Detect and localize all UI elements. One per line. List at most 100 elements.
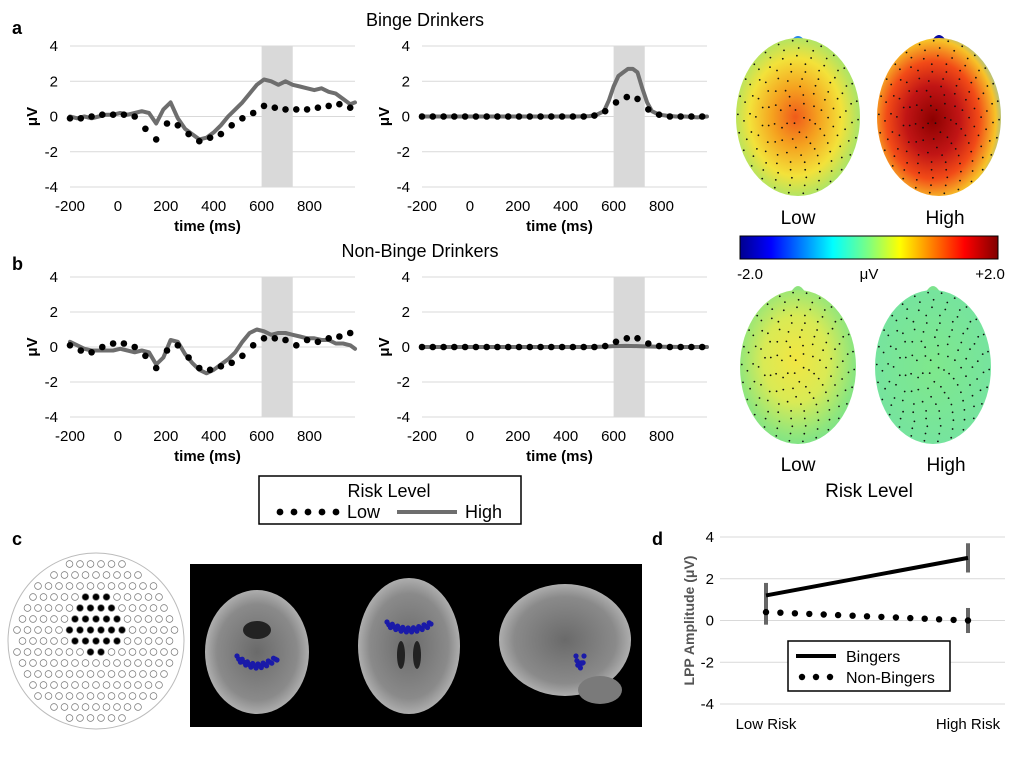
series-dot-nonbingers xyxy=(907,614,914,622)
electrode-dot xyxy=(801,329,803,331)
data-point-low xyxy=(185,130,192,138)
electrode-dot xyxy=(893,155,896,158)
panel-label-a: a xyxy=(12,18,23,38)
electrode-dot xyxy=(827,332,830,335)
electrode-dot xyxy=(785,340,788,343)
electrode-dot xyxy=(960,170,962,173)
electrode-dot xyxy=(971,170,974,172)
series-dot-nonbingers xyxy=(921,615,928,622)
electrode-dot xyxy=(839,145,842,148)
electrode-dot xyxy=(902,410,904,413)
electrode-dot xyxy=(960,127,963,130)
x-axis-label: time (ms) xyxy=(174,218,241,235)
x-tick-label: -200 xyxy=(55,428,85,445)
data-point-low xyxy=(142,125,149,133)
electrode-dot xyxy=(962,332,965,335)
electrode-dot xyxy=(782,309,785,312)
y-tick-label: 4 xyxy=(50,269,58,286)
scalp-map xyxy=(877,38,1001,196)
scalp-map xyxy=(736,38,860,196)
electrode-dot xyxy=(845,85,848,87)
electrode-dot xyxy=(955,122,958,125)
electrode-dot xyxy=(841,378,843,380)
electrode-dot xyxy=(977,134,980,137)
electrode xyxy=(97,560,105,568)
data-point-low xyxy=(163,347,171,354)
electrode-dot xyxy=(965,306,968,308)
electrode-dot xyxy=(758,397,761,399)
y-tick-label: -2 xyxy=(397,374,410,391)
electrode xyxy=(144,681,153,689)
electrode xyxy=(170,648,179,656)
electrode-dot xyxy=(804,63,807,66)
electrode-dot xyxy=(973,343,976,345)
electrode-dot xyxy=(991,102,993,105)
electrode xyxy=(149,582,158,590)
electrode xyxy=(76,648,84,656)
data-point-low xyxy=(440,343,447,351)
electrode-dot xyxy=(943,94,946,96)
electrode-dot xyxy=(789,432,792,435)
x-tick-label: 200 xyxy=(505,428,530,445)
electrode-dot xyxy=(992,82,995,85)
electrode-dot xyxy=(753,63,756,66)
electrode xyxy=(123,681,132,689)
electrode-dot xyxy=(969,348,971,351)
electrode-dot xyxy=(791,176,793,179)
electrode-dot xyxy=(850,102,852,105)
electrode-dot xyxy=(888,380,891,383)
data-point-low xyxy=(217,363,225,370)
electrode-dot xyxy=(830,357,833,360)
electrode-dot xyxy=(901,303,904,306)
series-dot-nonbingers xyxy=(791,610,799,617)
panel-label-c: c xyxy=(12,529,22,549)
electrode xyxy=(23,648,32,656)
data-point-low xyxy=(185,354,192,361)
electrode xyxy=(134,659,142,667)
electrode-dot xyxy=(836,134,839,137)
data-point-low xyxy=(623,93,631,101)
legend-dot xyxy=(798,673,806,681)
electrode-dot xyxy=(953,297,956,299)
x-axis-label: time (ms) xyxy=(174,448,241,465)
electrode-dot xyxy=(750,131,753,133)
electrode-selected xyxy=(86,604,95,612)
legend-dot xyxy=(826,673,834,681)
electrode xyxy=(13,648,21,656)
electrode-dot xyxy=(816,154,819,157)
electrode-dot xyxy=(773,123,776,125)
electrode-dot xyxy=(958,78,961,80)
electrode-dot xyxy=(980,145,983,148)
electrode-dot xyxy=(813,372,815,375)
electrode-dot xyxy=(743,120,745,122)
x-tick-label: 400 xyxy=(201,428,226,445)
electrode-dot xyxy=(925,410,927,412)
electrode xyxy=(65,692,74,700)
brain-slice xyxy=(499,584,631,696)
electrode xyxy=(107,648,116,656)
electrode-dot xyxy=(992,121,994,124)
data-point-low xyxy=(66,115,74,122)
data-point-low xyxy=(601,342,609,350)
electrode-dot xyxy=(742,149,745,152)
electrode-dot xyxy=(791,138,794,140)
electrode-selected xyxy=(118,626,126,634)
series-line-high xyxy=(68,327,357,376)
electrode-dot xyxy=(796,54,798,57)
electrode-dot xyxy=(887,334,890,337)
electrode-dot xyxy=(765,162,767,164)
electrode-dot xyxy=(965,375,967,378)
electrode-dot xyxy=(781,139,784,142)
data-point-low xyxy=(580,343,587,351)
electrode-dot xyxy=(960,366,962,369)
electrode-dot xyxy=(899,79,902,81)
electrode xyxy=(50,615,58,623)
electrode xyxy=(160,626,168,634)
data-point-low xyxy=(688,113,695,120)
electrode-selected xyxy=(107,604,116,612)
legend-bingers-label: Bingers xyxy=(846,649,900,666)
y-tick-label: 4 xyxy=(706,529,714,546)
electrode-dot xyxy=(837,417,840,420)
electrode-dot xyxy=(802,366,805,369)
